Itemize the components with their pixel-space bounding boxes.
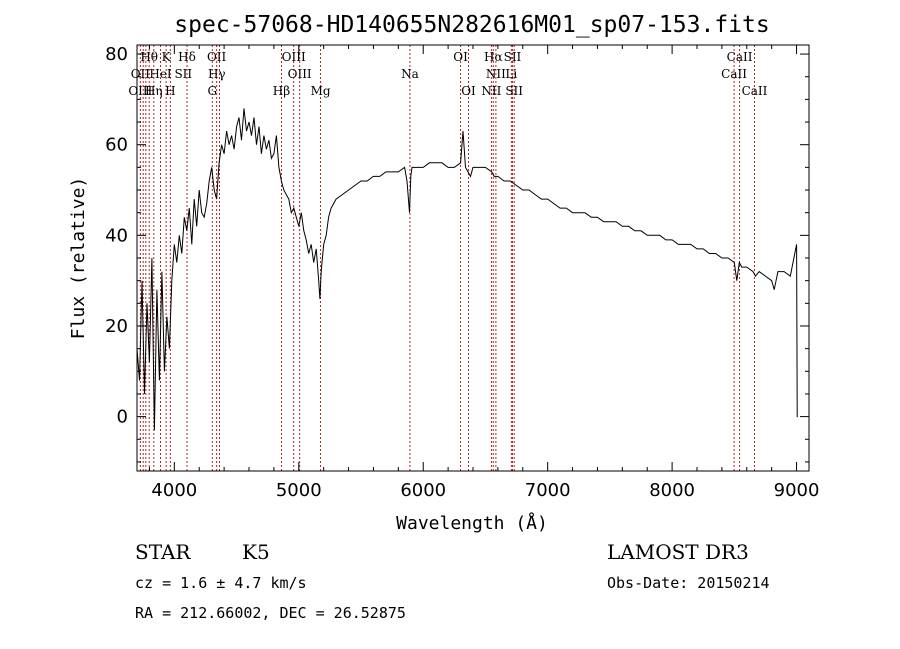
x-tick-label: 9000 — [774, 480, 820, 501]
y-tick-label: 80 — [105, 44, 128, 65]
emission-line-label: NII — [486, 67, 506, 81]
emission-line-label: HeI — [149, 67, 172, 81]
emission-line-label: OIII — [282, 50, 306, 64]
ra-dec-coordinates: RA = 212.66002, DEC = 26.52875 — [135, 604, 406, 622]
y-tick-label: 20 — [105, 316, 128, 337]
emission-line-label: OII — [207, 50, 227, 64]
x-tick-label: 6000 — [400, 480, 446, 501]
x-tick-label: 8000 — [649, 480, 695, 501]
emission-line-label: CaII — [742, 84, 768, 98]
emission-line-markers — [139, 45, 755, 471]
emission-line-label: OIII — [128, 84, 152, 98]
plot-frame — [136, 44, 810, 472]
emission-line-label: SII — [504, 50, 522, 64]
emission-line-label: OI — [453, 50, 468, 64]
x-axis-label: Wavelength (Å) — [396, 512, 548, 534]
emission-line-label: Hδ — [178, 50, 196, 64]
y-tick-label: 0 — [117, 407, 128, 428]
spectrum-line — [136, 108, 798, 431]
emission-line-label: OIII — [288, 67, 312, 81]
emission-line-label: CaII — [727, 50, 753, 64]
emission-line-label: Li — [505, 67, 517, 81]
emission-line-label: Hβ — [273, 84, 290, 98]
subclass: K5 — [242, 540, 270, 564]
x-tick-label: 4000 — [151, 480, 197, 501]
emission-line-label: SII — [174, 67, 192, 81]
emission-line-label: NII — [481, 84, 501, 98]
emission-line-label: Hθ — [140, 50, 158, 64]
survey-name: LAMOST DR3 — [607, 540, 749, 564]
emission-line-label: Hγ — [208, 67, 226, 81]
emission-line-label: Hα — [484, 50, 503, 64]
x-tick-label: 5000 — [276, 480, 322, 501]
emission-line-label: SII — [505, 84, 523, 98]
x-tick-label: 7000 — [525, 480, 571, 501]
y-tick-label: 60 — [105, 135, 128, 156]
y-tick-label: 40 — [105, 225, 128, 246]
redshift-cz: cz = 1.6 ± 4.7 km/s — [135, 574, 307, 592]
emission-line-label: CaII — [721, 67, 747, 81]
chart-title: spec-57068-HD140655N282616M01_sp07-153.f… — [174, 12, 769, 38]
emission-line-label: Hη — [145, 84, 163, 98]
spectrum-series — [136, 108, 798, 431]
emission-line-label: Na — [401, 67, 419, 81]
y-axis-label: Flux (relative) — [68, 177, 89, 340]
object-type: STAR — [135, 540, 191, 564]
emission-line-label: G — [207, 84, 217, 98]
emission-line-label: OI — [461, 84, 476, 98]
emission-line-label: K — [162, 50, 172, 64]
observation-date: Obs-Date: 20150214 — [607, 574, 770, 592]
emission-line-label: OII — [131, 67, 151, 81]
emission-line-label: H — [165, 84, 175, 98]
axis-ticks: 4000 5000 6000 7000 8000 9000 0 20 40 60 80 — [105, 44, 819, 501]
emission-line-label: Mg — [311, 84, 331, 98]
